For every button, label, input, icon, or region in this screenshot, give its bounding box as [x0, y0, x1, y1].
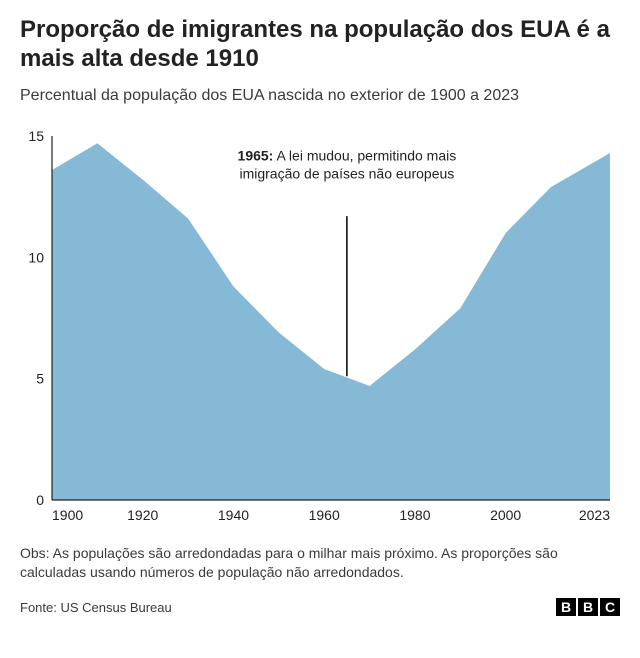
bbc-logo-b1: B: [556, 598, 576, 616]
y-tick-label: 10: [28, 250, 44, 266]
x-tick-label: 1960: [309, 507, 340, 523]
annotation-text-line1: 1965: A lei mudou, permitindo mais: [238, 148, 457, 164]
y-tick-label: 0: [36, 492, 44, 508]
annotation-text-line2: imigração de países não europeus: [239, 166, 454, 182]
x-tick-label: 1980: [399, 507, 430, 523]
x-tick-label: 2023: [579, 507, 610, 523]
area-chart: 0 5 10 15 1900 1920 1940 1960 1980 2000 2023 1965: …: [20, 126, 620, 526]
chart-note: Obs: As populações são arredondadas para…: [20, 544, 620, 582]
x-tick-label: 2000: [490, 507, 521, 523]
x-tick-label: 1940: [218, 507, 249, 523]
x-tick-label: 1920: [127, 507, 158, 523]
chart-footer: Fonte: US Census Bureau B B C: [20, 598, 620, 616]
bbc-logo-c: C: [600, 598, 620, 616]
x-tick-label: 1900: [52, 507, 83, 523]
chart-container: 0 5 10 15 1900 1920 1940 1960 1980 2000 2023 1965: …: [20, 126, 620, 526]
source-label: Fonte: US Census Bureau: [20, 600, 172, 615]
area-fill: [52, 144, 610, 501]
y-tick-label: 15: [28, 128, 44, 144]
chart-subtitle: Percentual da população dos EUA nascida …: [20, 86, 620, 107]
bbc-logo: B B C: [556, 598, 620, 616]
bbc-logo-b2: B: [578, 598, 598, 616]
y-tick-label: 5: [36, 371, 44, 387]
chart-title: Proporção de imigrantes na população dos…: [20, 16, 620, 74]
